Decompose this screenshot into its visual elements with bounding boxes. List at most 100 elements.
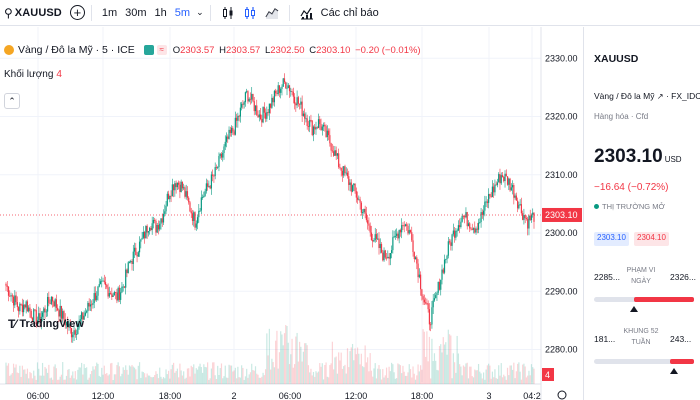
- volume-bar: [165, 369, 167, 384]
- candle-body: [396, 233, 398, 236]
- volume-bar: [508, 375, 510, 384]
- time-axis-tick: 12:00: [345, 391, 368, 400]
- volume-bar: [409, 369, 412, 384]
- candle-body: [482, 210, 485, 215]
- tradingview-logo[interactable]: T⁄ TradingView: [8, 317, 84, 331]
- candle-body: [151, 223, 153, 230]
- candle-body: [175, 183, 177, 188]
- volume-bar: [514, 378, 516, 384]
- indicators-icon[interactable]: [300, 6, 314, 20]
- axis-settings-icon: [557, 390, 567, 400]
- volume-bar: [116, 365, 118, 384]
- volume-bar: [476, 370, 478, 384]
- candle-body: [272, 97, 274, 103]
- candle-body: [169, 195, 171, 200]
- volume-bar: [300, 346, 302, 384]
- candle-body: [369, 225, 371, 233]
- candle-body: [529, 215, 531, 221]
- candle-body: [45, 311, 47, 313]
- candle-body: [479, 222, 481, 223]
- volume-bar: [354, 348, 356, 384]
- candle-body: [513, 185, 515, 198]
- legend-symbol-title[interactable]: Vàng / Đô la Mỹ · 5 · ICE: [18, 44, 135, 56]
- candle-body: [229, 129, 231, 134]
- compare-symbol-plus-icon[interactable]: +: [69, 5, 85, 20]
- candle-body: [509, 178, 511, 191]
- candle-body: [317, 119, 320, 128]
- timeframe-30m[interactable]: 30m: [125, 6, 147, 19]
- candle-body: [167, 193, 170, 200]
- candle-body: [398, 229, 400, 239]
- bar-chart-type-icon[interactable]: [243, 6, 257, 20]
- timeframe-chevron-down-icon[interactable]: ⌄: [196, 7, 204, 17]
- candle-body: [345, 172, 347, 174]
- volume-bar: [31, 378, 34, 384]
- candle-body: [86, 311, 88, 313]
- volume-bar: [519, 371, 521, 384]
- candle-body: [147, 231, 149, 233]
- volume-bar: [98, 375, 100, 384]
- candle-body: [195, 223, 197, 228]
- candle-body: [16, 302, 18, 308]
- candle-body: [305, 118, 307, 120]
- volume-label[interactable]: Khối lượng: [4, 69, 54, 80]
- panel-asset-type: Hàng hóa · Cfd: [594, 112, 649, 121]
- price-chart[interactable]: 2330.00 2320.00 2310.00 2300.00 2290.00 2280.…: [0, 27, 700, 400]
- indicators-button-label[interactable]: Các chỉ báo: [320, 6, 379, 19]
- candle-body: [375, 234, 378, 239]
- candle-body: [421, 289, 423, 297]
- volume-bar: [204, 366, 206, 384]
- day-range-fill: [634, 297, 694, 302]
- candle-body: [120, 292, 122, 300]
- candle-body: [394, 235, 396, 237]
- volume-bar: [346, 348, 349, 384]
- timeframe-5m[interactable]: 5m: [174, 6, 191, 19]
- volume-bar: [369, 353, 371, 384]
- volume-bar: [513, 362, 515, 384]
- timeframe-1h[interactable]: 1h: [154, 6, 167, 19]
- volume-bar: [170, 369, 172, 384]
- market-status-text: THỊ TRƯỜNG MỞ: [602, 202, 665, 211]
- volume-bar: [418, 371, 420, 384]
- time-axis-tick: 2: [231, 391, 236, 400]
- volume-bar: [460, 366, 462, 384]
- volume-bar: [495, 378, 497, 384]
- collapse-legend-chevron-up-icon[interactable]: ⌃: [4, 93, 20, 109]
- volume-bar: [515, 371, 517, 384]
- candle-body: [281, 86, 283, 89]
- candle-body: [93, 293, 95, 303]
- candle-body: [128, 262, 131, 263]
- candle-body: [101, 280, 103, 282]
- external-link-icon[interactable]: ↗: [656, 92, 664, 101]
- area-chart-type-icon[interactable]: [265, 6, 279, 20]
- volume-bar: [470, 366, 472, 384]
- candle-body: [299, 103, 301, 105]
- candle-body: [171, 184, 173, 197]
- candle-body: [135, 247, 137, 256]
- volume-bar: [205, 367, 207, 384]
- volume-bar: [243, 379, 245, 384]
- candle-body: [6, 285, 8, 287]
- candle-body: [69, 324, 71, 329]
- volume-bar: [503, 374, 505, 384]
- timeframe-1m[interactable]: 1m: [101, 6, 118, 19]
- volume-bar: [5, 362, 7, 384]
- candle-body: [224, 141, 226, 147]
- candlestick-chart-type-icon[interactable]: [221, 6, 235, 20]
- volume-bar: [479, 371, 481, 384]
- volume-bar: [474, 369, 476, 384]
- panel-name-text[interactable]: Vàng / Đô la Mỹ: [594, 91, 655, 101]
- candle-body: [300, 101, 302, 105]
- volume-bar: [185, 377, 187, 384]
- candle-body: [40, 316, 42, 323]
- volume-bar: [306, 345, 308, 384]
- volume-bar: [21, 365, 23, 384]
- candle-body: [251, 93, 253, 100]
- volume-bar: [273, 367, 276, 384]
- candle-body: [162, 213, 165, 223]
- volume-bar: [320, 366, 322, 384]
- volume-bar: [421, 369, 423, 384]
- volume-bar: [161, 378, 163, 384]
- symbol-search[interactable]: ⚲ XAUUSD: [0, 0, 62, 26]
- panel-change: −16.64 (−0.72%): [594, 182, 669, 193]
